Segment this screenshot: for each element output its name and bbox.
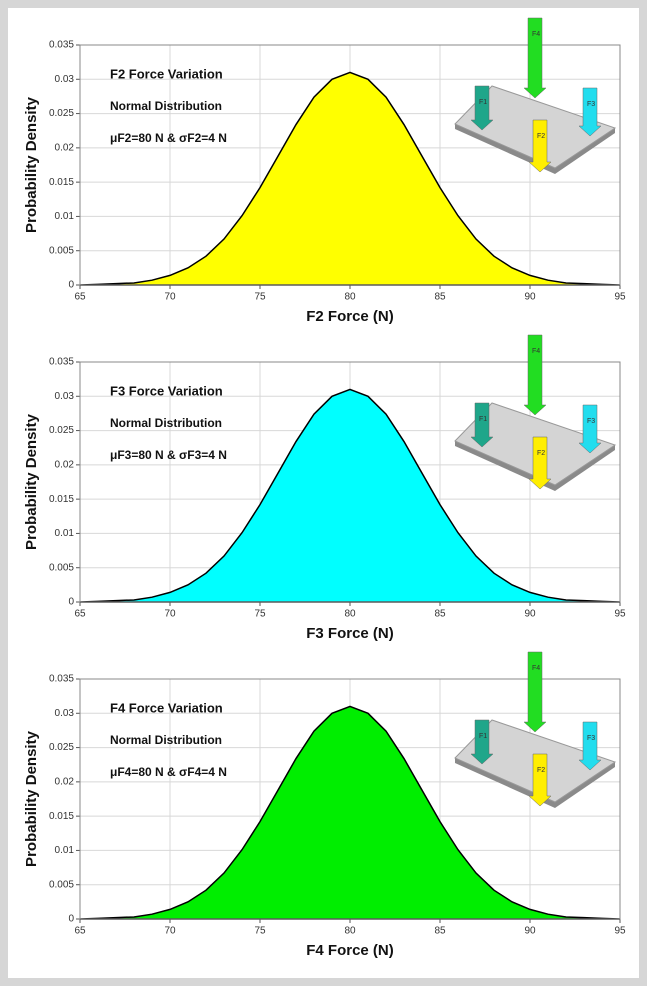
inset-label: F1	[479, 99, 487, 106]
x-tick-label: 75	[254, 926, 266, 937]
inset-label: F3	[587, 735, 595, 742]
x-tick-label: 80	[344, 926, 356, 937]
x-axis-title: F3 Force (N)	[306, 625, 394, 642]
annotation: F2 Force Variation	[110, 66, 223, 81]
inset-label: F2	[537, 767, 545, 774]
y-tick-label: 0	[68, 597, 74, 608]
inset-diagram: F1 F4 F3 F2	[454, 17, 617, 174]
x-tick-label: 85	[434, 292, 446, 303]
annotation: μF3=80 N & σF3=4 N	[110, 448, 227, 462]
y-tick-label: 0.03	[55, 391, 75, 402]
inset-label: F4	[532, 31, 540, 38]
annotation: μF2=80 N & σF2=4 N	[110, 131, 227, 145]
arrow-f2	[528, 753, 552, 807]
arrow-f1	[470, 402, 494, 448]
x-tick-label: 85	[434, 609, 446, 620]
x-tick-label: 75	[254, 609, 266, 620]
x-axis-title: F4 Force (N)	[306, 942, 394, 959]
y-axis-title: Probability Density	[23, 96, 40, 233]
area	[79, 71, 621, 286]
inset-label: F3	[587, 101, 595, 108]
y-tick-label: 0.025	[49, 742, 74, 753]
x-tick-label: 90	[524, 926, 536, 937]
y-tick-label: 0	[68, 280, 74, 291]
inset-diagram: F1 F4 F3 F2	[454, 334, 617, 491]
y-tick-label: 0.025	[49, 108, 74, 119]
x-tick-label: 75	[254, 292, 266, 303]
x-tick-label: 85	[434, 926, 446, 937]
x-tick-label: 95	[614, 609, 626, 620]
y-tick-label: 0.01	[55, 211, 75, 222]
annotation: Normal Distribution	[110, 733, 222, 747]
plot-frame	[79, 361, 621, 603]
arrow-f3	[578, 721, 602, 771]
y-axis-title: Probability Density	[23, 730, 40, 867]
arrow-f3	[578, 87, 602, 137]
y-tick-label: 0.015	[49, 177, 74, 188]
y-tick-label: 0.02	[55, 776, 75, 787]
annotation: Normal Distribution	[110, 416, 222, 430]
arrow-f3	[578, 404, 602, 454]
y-tick-label: 0.01	[55, 845, 75, 856]
x-tick-label: 65	[74, 926, 86, 937]
x-axis-title: F2 Force (N)	[306, 308, 394, 325]
y-tick-label: 0.015	[49, 811, 74, 822]
inset-diagram: F1 F4 F3 F2	[454, 651, 617, 808]
x-tick-label: 80	[344, 609, 356, 620]
arrow-f4	[523, 651, 547, 733]
annotation: μF4=80 N & σF4=4 N	[110, 765, 227, 779]
y-tick-label: 0	[68, 914, 74, 925]
y-tick-label: 0.03	[55, 74, 75, 85]
y-tick-label: 0.01	[55, 528, 75, 539]
x-tick-label: 70	[164, 609, 176, 620]
y-tick-label: 0.035	[49, 40, 74, 51]
y-tick-label: 0.025	[49, 425, 74, 436]
inset-label: F1	[479, 733, 487, 740]
y-tick-label: 0.035	[49, 357, 74, 368]
annotation: F3 Force Variation	[110, 383, 223, 398]
annotation: F4 Force Variation	[110, 700, 223, 715]
inset-label: F3	[587, 418, 595, 425]
x-tick-label: 65	[74, 292, 86, 303]
inset-label: F2	[537, 133, 545, 140]
x-tick-label: 90	[524, 292, 536, 303]
arrow-f2	[528, 119, 552, 173]
y-tick-label: 0.005	[49, 879, 74, 890]
inset-label: F1	[479, 416, 487, 423]
inset-label: F2	[537, 450, 545, 457]
x-tick-label: 95	[614, 926, 626, 937]
y-tick-label: 0.02	[55, 142, 75, 153]
x-tick-label: 70	[164, 926, 176, 937]
annotation: Normal Distribution	[110, 99, 222, 113]
y-tick-label: 0.035	[49, 674, 74, 685]
y-axis-title: Probability Density	[23, 413, 40, 550]
arrow-f2	[528, 436, 552, 490]
inset-label: F4	[532, 348, 540, 355]
plot-frame	[79, 44, 621, 286]
y-tick-label: 0.005	[49, 562, 74, 573]
arrow-f1	[470, 719, 494, 765]
x-tick-label: 95	[614, 292, 626, 303]
x-tick-label: 80	[344, 292, 356, 303]
y-tick-label: 0.03	[55, 708, 75, 719]
x-tick-label: 90	[524, 609, 536, 620]
area	[79, 388, 621, 603]
area	[79, 705, 621, 920]
inset-label: F4	[532, 665, 540, 672]
arrow-f4	[523, 334, 547, 416]
plot-frame	[79, 678, 621, 920]
y-tick-label: 0.02	[55, 459, 75, 470]
y-tick-label: 0.015	[49, 494, 74, 505]
arrow-f1	[470, 85, 494, 131]
x-tick-label: 65	[74, 609, 86, 620]
arrow-f4	[523, 17, 547, 99]
y-tick-label: 0.005	[49, 245, 74, 256]
x-tick-label: 70	[164, 292, 176, 303]
